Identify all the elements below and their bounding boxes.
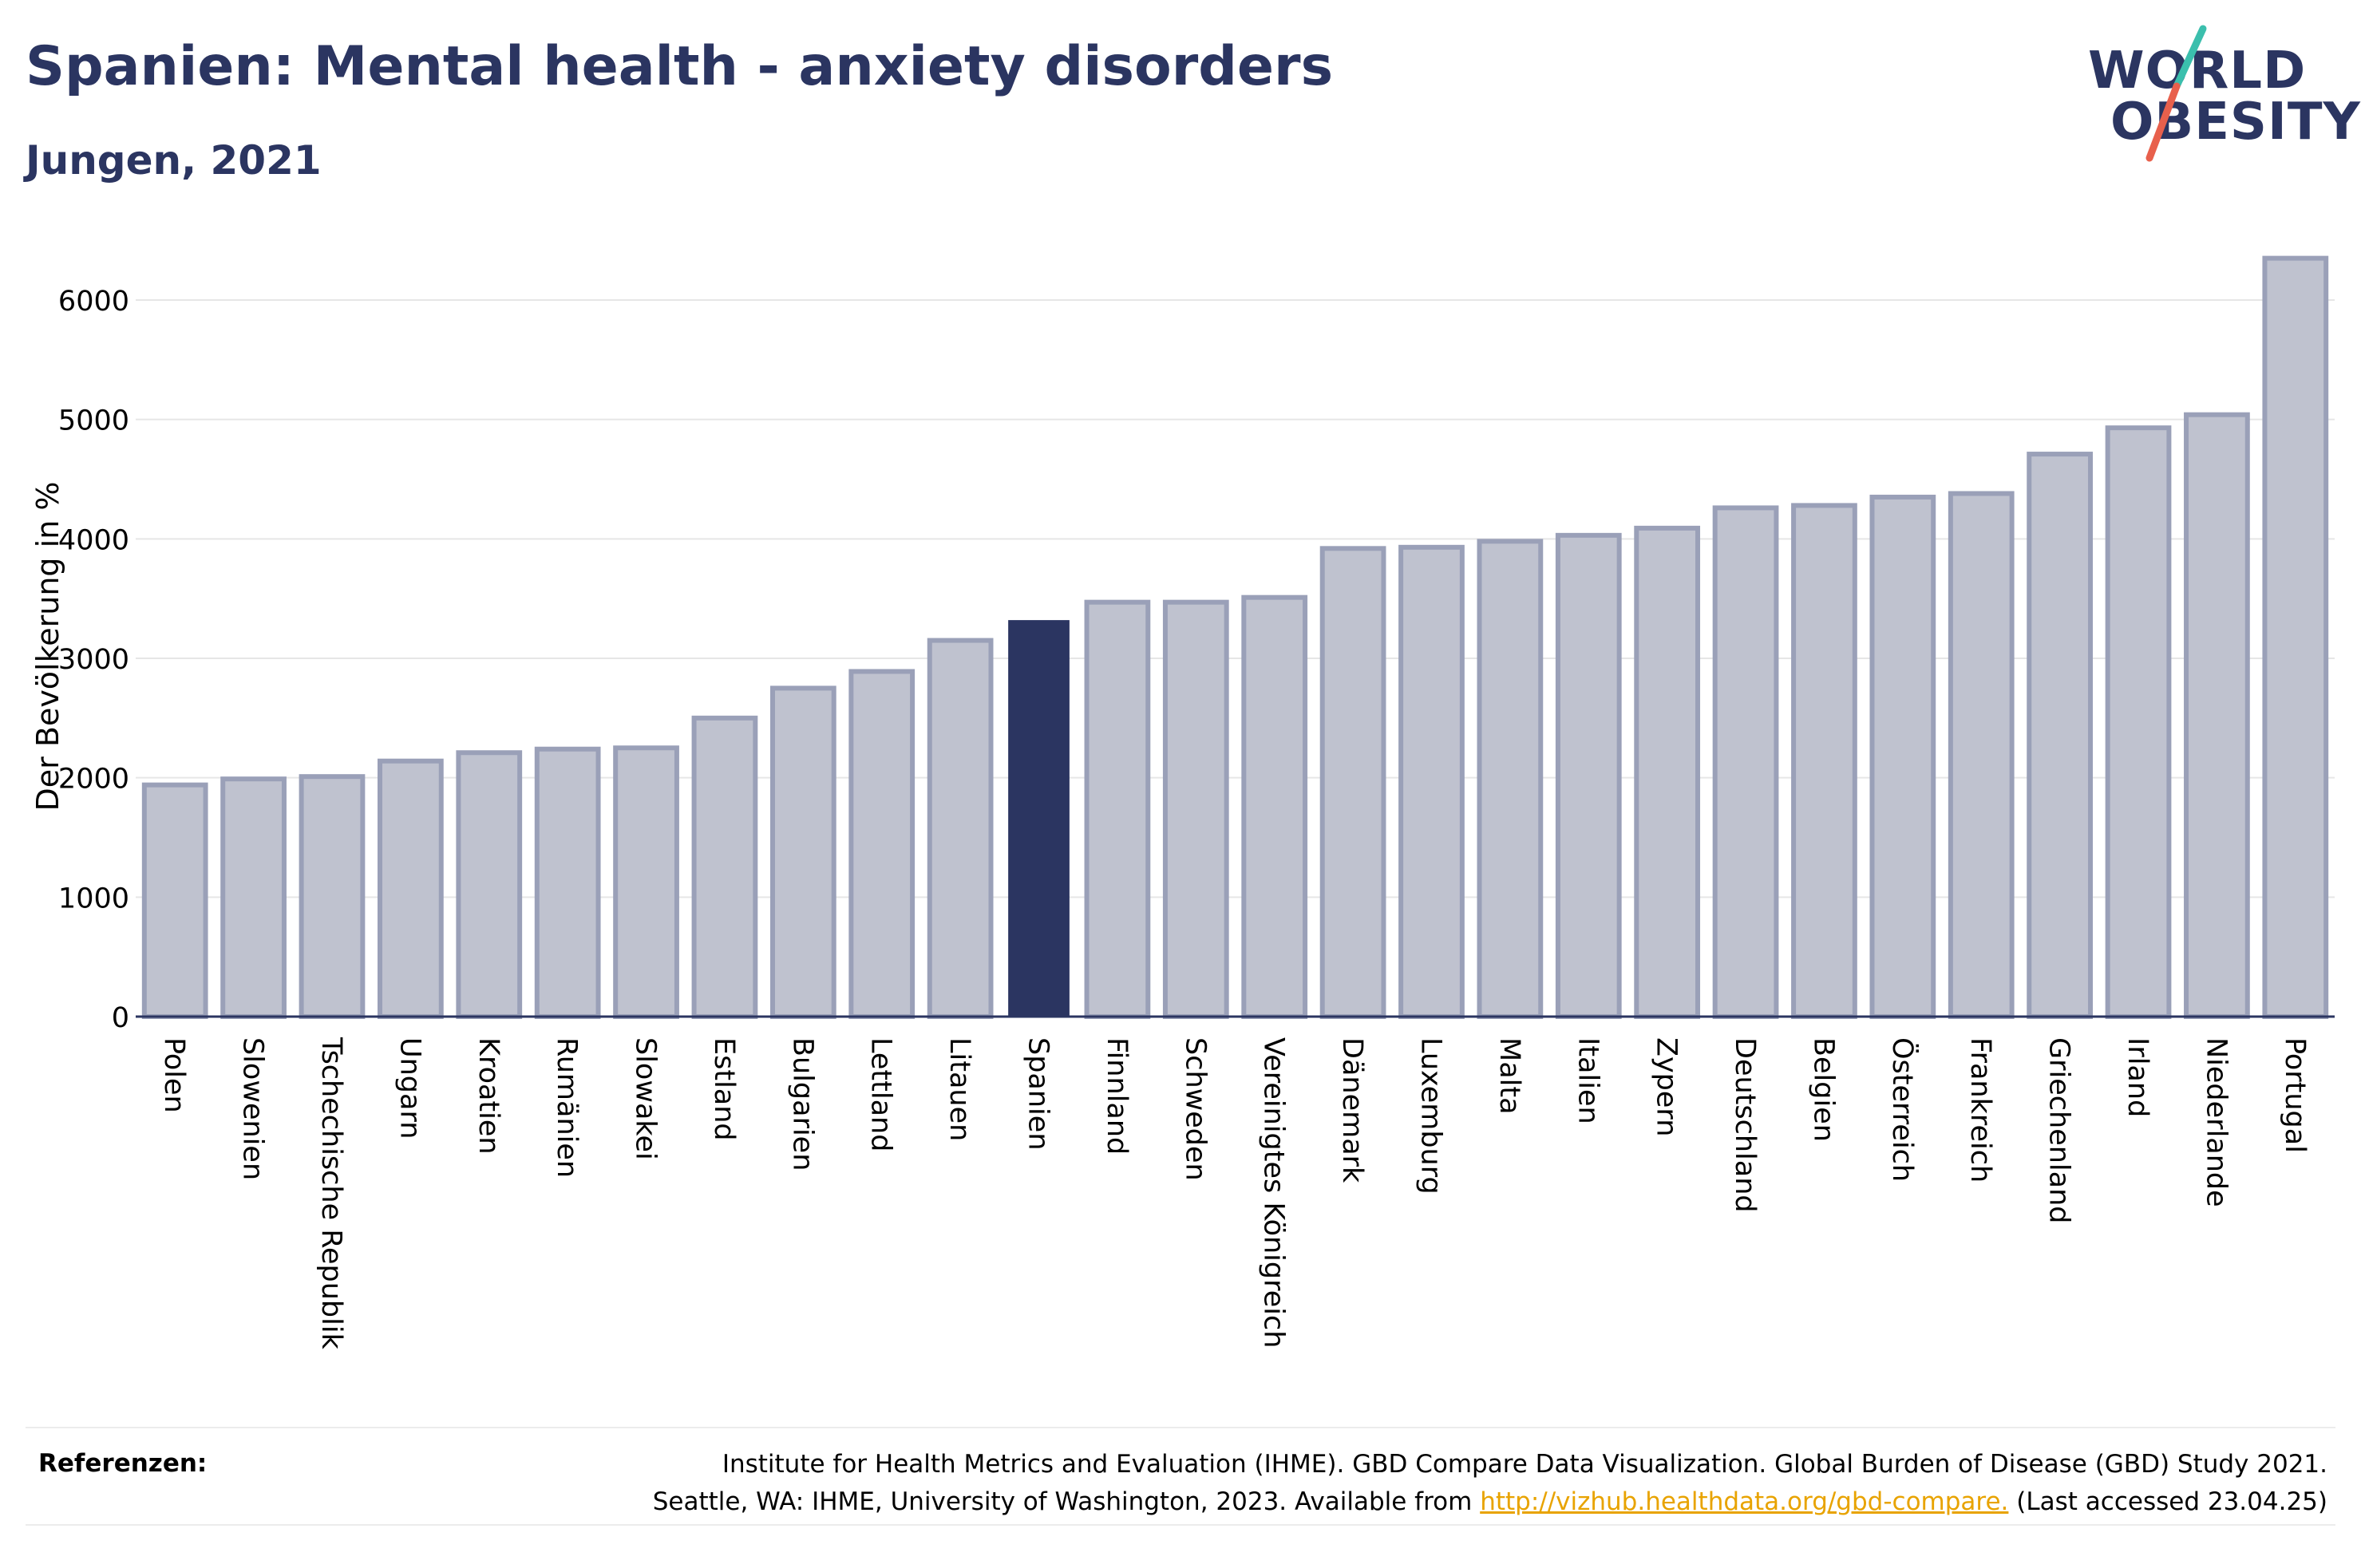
references-line-2-suffix: (Last accessed 23.04.25) — [2008, 1487, 2327, 1516]
x-tick-label: Irland — [2122, 1037, 2153, 1117]
bar-slowenien — [220, 776, 287, 1019]
bar-chart: 0 1000 2000 3000 4000 5000 6000 Polen Slowenien T… — [58, 255, 2335, 1350]
references-label: Referenzen: — [38, 1449, 208, 1478]
references-line-1: Institute for Health Metrics and Evaluat… — [722, 1450, 2327, 1479]
bar-estland — [691, 715, 758, 1019]
x-tick-label: Zypern — [1651, 1037, 1683, 1136]
bar-litauen — [927, 638, 994, 1019]
references-link[interactable]: http://vizhub.healthdata.org/gbd-compare… — [1480, 1487, 2009, 1516]
bar-rumänien — [534, 746, 601, 1019]
bar-polen — [141, 782, 208, 1019]
x-tick-label: Slowakei — [630, 1037, 662, 1160]
y-tick-label: 0 — [112, 1002, 129, 1034]
x-tick-label: Finnland — [1101, 1037, 1133, 1155]
x-tick-label: Niederlande — [2200, 1037, 2232, 1207]
chart-title: Spanien: Mental health - anxiety disorde… — [26, 35, 1334, 98]
bar-slowakei — [613, 745, 679, 1019]
bar-italien — [1555, 532, 1622, 1019]
bar-tschechische-republik — [299, 774, 366, 1019]
x-tick-label: Lettland — [865, 1037, 897, 1151]
world-obesity-logo: WORLD OBESITY — [2075, 22, 2360, 166]
y-tick-label: 1000 — [58, 883, 129, 914]
chart-subtitle: Jungen, 2021 — [26, 137, 322, 184]
x-tick-label: Belgien — [1807, 1037, 1839, 1142]
logo-slash-icon — [2145, 25, 2207, 162]
bar-deutschland — [1712, 505, 1779, 1019]
y-axis-label: Der Bevölkerung in % — [30, 481, 65, 812]
x-tick-label: Rumänien — [551, 1037, 583, 1178]
x-tick-label: Kroatien — [473, 1037, 504, 1155]
bar-zypern — [1634, 525, 1701, 1019]
bar-bulgarien — [769, 685, 836, 1020]
x-tick-label: Estland — [708, 1037, 740, 1141]
references-bottom-divider — [26, 1524, 2335, 1526]
references-line-2: Seattle, WA: IHME, University of Washing… — [653, 1483, 2327, 1521]
bar-luxemburg — [1398, 544, 1465, 1019]
bar-niederlande — [2184, 412, 2250, 1019]
x-tick-label: Dänemark — [1336, 1037, 1368, 1183]
x-tick-label: Tschechische Republik — [315, 1037, 347, 1350]
bar-ungarn — [378, 758, 444, 1019]
y-tick-label: 2000 — [58, 764, 129, 796]
x-tick-label: Malta — [1493, 1037, 1525, 1115]
x-tick-label: Litauen — [943, 1037, 975, 1141]
x-tick-label: Frankreich — [1964, 1037, 1996, 1183]
bar-finnland — [1084, 599, 1151, 1019]
bar-belgien — [1791, 503, 1857, 1019]
bar-vereinigtes-königreich — [1241, 594, 1308, 1019]
bar-malta — [1477, 539, 1544, 1019]
x-tick-label: Schweden — [1179, 1037, 1211, 1181]
x-tick-label: Österreich — [1886, 1037, 1920, 1182]
x-tick-label: Deutschland — [1729, 1037, 1761, 1213]
y-tick-label: 5000 — [58, 405, 129, 437]
references-line-2-prefix: Seattle, WA: IHME, University of Washing… — [652, 1487, 1481, 1516]
bar-schweden — [1162, 599, 1229, 1019]
y-tick-label: 3000 — [58, 644, 129, 676]
x-tick-label: Spanien — [1022, 1037, 1054, 1151]
bar-dänemark — [1319, 546, 1386, 1019]
x-tick-label: Italien — [1572, 1037, 1604, 1124]
x-tick-label: Bulgarien — [786, 1037, 818, 1171]
x-tick-label: Griechenland — [2043, 1037, 2075, 1223]
y-tick-label: 4000 — [58, 524, 129, 556]
x-tick-label: Polen — [158, 1037, 190, 1113]
bar-kroatien — [456, 750, 523, 1020]
references-text: Institute for Health Metrics and Evaluat… — [653, 1446, 2327, 1521]
references-top-divider — [26, 1427, 2335, 1428]
bar-portugal — [2262, 255, 2329, 1020]
bar-spanien — [1008, 620, 1070, 1017]
bar-österreich — [1869, 494, 1936, 1019]
bar-griechenland — [2027, 452, 2093, 1019]
x-tick-label: Ungarn — [394, 1037, 425, 1139]
x-tick-label: Slowenien — [237, 1037, 269, 1180]
x-tick-label: Luxemburg — [1414, 1037, 1446, 1195]
bar-irland — [2105, 425, 2172, 1019]
bar-lettland — [848, 669, 916, 1019]
bar-frankreich — [1948, 491, 2015, 1019]
logo-line-1: WORLD — [2088, 41, 2307, 101]
x-tick-label: Portugal — [2279, 1037, 2311, 1153]
x-tick-label: Vereinigtes Königreich — [1258, 1037, 1290, 1348]
y-tick-label: 6000 — [58, 286, 129, 318]
